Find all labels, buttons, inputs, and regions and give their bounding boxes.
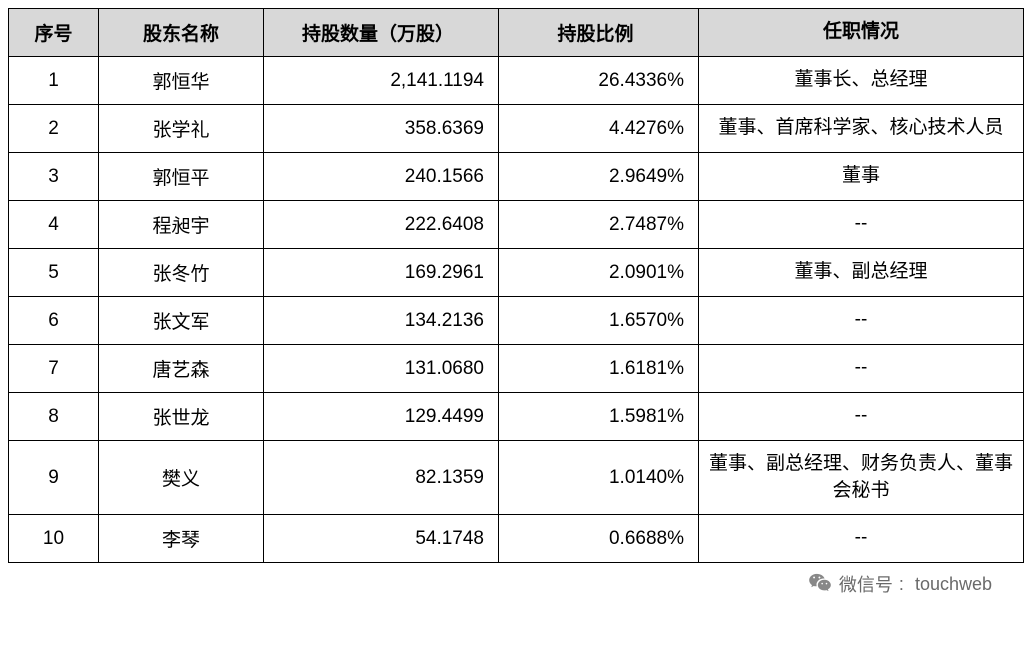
cell-shares: 131.0680: [264, 345, 499, 393]
col-header-seq: 序号: [9, 9, 99, 57]
table-body: 1 郭恒华 2,141.1194 26.4336% 董事长、总经理 2 张学礼 …: [9, 57, 1024, 563]
cell-seq: 6: [9, 297, 99, 345]
cell-position: 董事长、总经理: [699, 57, 1024, 105]
cell-seq: 5: [9, 249, 99, 297]
col-header-shares: 持股数量（万股）: [264, 9, 499, 57]
cell-ratio: 1.6181%: [499, 345, 699, 393]
cell-shares: 222.6408: [264, 201, 499, 249]
cell-seq: 10: [9, 515, 99, 563]
cell-shares: 134.2136: [264, 297, 499, 345]
cell-shares: 240.1566: [264, 153, 499, 201]
cell-shares: 169.2961: [264, 249, 499, 297]
cell-name: 张文军: [99, 297, 264, 345]
table-header-row: 序号 股东名称 持股数量（万股） 持股比例 任职情况: [9, 9, 1024, 57]
cell-shares: 54.1748: [264, 515, 499, 563]
cell-ratio: 0.6688%: [499, 515, 699, 563]
cell-ratio: 1.0140%: [499, 441, 699, 515]
cell-position: --: [699, 515, 1024, 563]
table-row: 5 张冬竹 169.2961 2.0901% 董事、副总经理: [9, 249, 1024, 297]
cell-position: 董事、副总经理: [699, 249, 1024, 297]
cell-seq: 8: [9, 393, 99, 441]
cell-ratio: 26.4336%: [499, 57, 699, 105]
cell-name: 郭恒平: [99, 153, 264, 201]
cell-name: 程昶宇: [99, 201, 264, 249]
watermark-region: 微信号: touchweb: [8, 571, 1022, 602]
cell-ratio: 2.9649%: [499, 153, 699, 201]
col-header-name: 股东名称: [99, 9, 264, 57]
cell-shares: 129.4499: [264, 393, 499, 441]
table-row: 3 郭恒平 240.1566 2.9649% 董事: [9, 153, 1024, 201]
cell-ratio: 2.7487%: [499, 201, 699, 249]
cell-name: 樊义: [99, 441, 264, 515]
cell-position: 董事、首席科学家、核心技术人员: [699, 105, 1024, 153]
cell-position: --: [699, 345, 1024, 393]
table-row: 4 程昶宇 222.6408 2.7487% --: [9, 201, 1024, 249]
cell-ratio: 1.6570%: [499, 297, 699, 345]
cell-seq: 3: [9, 153, 99, 201]
cell-seq: 7: [9, 345, 99, 393]
cell-name: 张冬竹: [99, 249, 264, 297]
cell-position: 董事: [699, 153, 1024, 201]
watermark-inner: 微信号: touchweb: [807, 571, 992, 597]
cell-ratio: 4.4276%: [499, 105, 699, 153]
table-row: 9 樊义 82.1359 1.0140% 董事、副总经理、财务负责人、董事会秘书: [9, 441, 1024, 515]
cell-name: 李琴: [99, 515, 264, 563]
cell-ratio: 1.5981%: [499, 393, 699, 441]
cell-position: --: [699, 201, 1024, 249]
cell-position: --: [699, 297, 1024, 345]
cell-name: 郭恒华: [99, 57, 264, 105]
watermark-colon: :: [899, 574, 909, 595]
shareholder-table-container: 序号 股东名称 持股数量（万股） 持股比例 任职情况 1 郭恒华 2,141.1…: [8, 8, 1022, 563]
table-row: 8 张世龙 129.4499 1.5981% --: [9, 393, 1024, 441]
cell-name: 唐艺森: [99, 345, 264, 393]
table-row: 6 张文军 134.2136 1.6570% --: [9, 297, 1024, 345]
table-row: 2 张学礼 358.6369 4.4276% 董事、首席科学家、核心技术人员: [9, 105, 1024, 153]
shareholder-table: 序号 股东名称 持股数量（万股） 持股比例 任职情况 1 郭恒华 2,141.1…: [8, 8, 1024, 563]
cell-shares: 82.1359: [264, 441, 499, 515]
cell-shares: 358.6369: [264, 105, 499, 153]
cell-name: 张学礼: [99, 105, 264, 153]
cell-name: 张世龙: [99, 393, 264, 441]
col-header-ratio: 持股比例: [499, 9, 699, 57]
cell-position: --: [699, 393, 1024, 441]
table-row: 7 唐艺森 131.0680 1.6181% --: [9, 345, 1024, 393]
table-row: 1 郭恒华 2,141.1194 26.4336% 董事长、总经理: [9, 57, 1024, 105]
col-header-position: 任职情况: [699, 9, 1024, 57]
cell-seq: 9: [9, 441, 99, 515]
cell-ratio: 2.0901%: [499, 249, 699, 297]
watermark-value: touchweb: [915, 574, 992, 595]
cell-shares: 2,141.1194: [264, 57, 499, 105]
watermark-label: 微信号: [839, 571, 893, 597]
cell-position: 董事、副总经理、财务负责人、董事会秘书: [699, 441, 1024, 515]
wechat-icon: [807, 571, 833, 597]
table-row: 10 李琴 54.1748 0.6688% --: [9, 515, 1024, 563]
cell-seq: 1: [9, 57, 99, 105]
cell-seq: 4: [9, 201, 99, 249]
cell-seq: 2: [9, 105, 99, 153]
